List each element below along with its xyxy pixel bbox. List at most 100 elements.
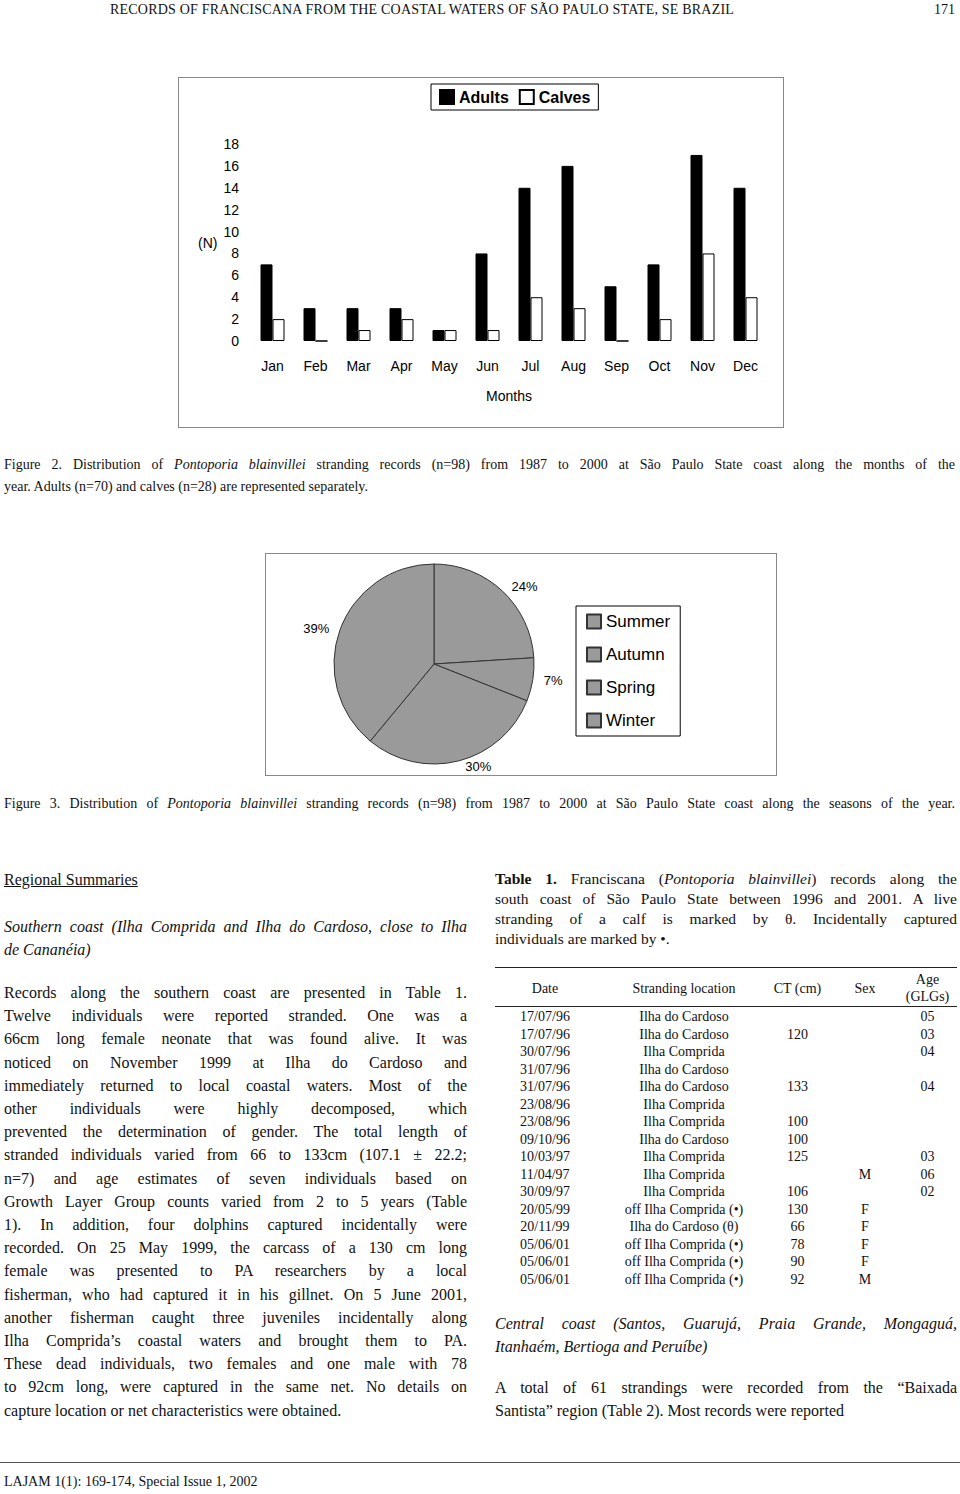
svg-text:Winter: Winter [606, 711, 655, 730]
html-text:A total of 61 strandings were: A total of 61 strandings were recorded f… [495, 1379, 957, 1396]
html-text:03: 03 [920, 1026, 935, 1042]
html-text:off Ilha Comprida (•): off Ilha Comprida (•) [624, 1271, 744, 1287]
svg-text:May: May [431, 358, 457, 374]
html-text:recorded. On 25 May 1999, the: recorded. On 25 May 1999, the carcass of… [4, 1239, 467, 1257]
html-text:immediately returned to local: immediately returned to local coastal wa… [4, 1076, 467, 1094]
svg-text:Dec: Dec [733, 358, 758, 374]
html-text:66cm long female neonate that: 66cm long female neonate that was found … [4, 1030, 467, 1048]
html-text:Twelve individuals were report: Twelve individuals were reported strande… [4, 1007, 467, 1025]
svg-text:7%: 7% [544, 673, 563, 688]
html-text:Southern coast (Ilha Comprida: Southern coast (Ilha Comprida and Ilha d… [4, 918, 467, 935]
html-text:Ilha Comprida: Ilha Comprida [643, 1166, 725, 1182]
html-text:Date: Date [531, 980, 559, 996]
html-text:05/06/01: 05/06/01 [520, 1236, 570, 1252]
svg-text:Summer: Summer [606, 612, 671, 631]
svg-text:(N): (N) [198, 235, 217, 251]
html-text:other individuals were highly: other individuals were highly decomposed… [4, 1100, 467, 1117]
svg-text:Apr: Apr [391, 358, 413, 374]
svg-text:0: 0 [231, 333, 239, 349]
svg-text:Months: Months [486, 388, 532, 404]
html-text:Ilha Comprida: Ilha Comprida [643, 1044, 725, 1059]
html-text:south coast of São Paulo State: south coast of São Paulo State between 1… [495, 890, 957, 907]
html-text:Records along the southern coa: Records along the southern coast are pre… [4, 984, 467, 1001]
html-text:year. Adults (n=70) and calves: year. Adults (n=70) and calves (n=28) ar… [4, 479, 368, 494]
html-text:Ilha Comprida’s coastal waters: Ilha Comprida’s coastal waters and broug… [4, 1332, 467, 1349]
svg-text:Jan: Jan [261, 358, 284, 374]
html-text:Figure 2. Distribution of Pont: Figure 2. Distribution of Pontoporia bla… [4, 457, 955, 472]
svg-text:4: 4 [231, 289, 239, 305]
html-text:female was presented to PA res: female was presented to PA researchers b… [4, 1262, 467, 1280]
html-text:05/06/01: 05/06/01 [520, 1271, 570, 1287]
html-text:Table 1. Franciscana (Pontopor: Table 1. Franciscana (Pontoporia blainvi… [495, 870, 957, 887]
html-text:05: 05 [920, 1009, 935, 1024]
svg-text:Jul: Jul [522, 358, 540, 374]
svg-text:6: 6 [231, 267, 239, 283]
html-text:capture location or net charac: capture location or net characteristics … [4, 1401, 342, 1419]
svg-text:10: 10 [223, 224, 239, 240]
svg-text:8: 8 [231, 245, 239, 261]
html-text:n=7) and age estimates of seve: n=7) and age estimates of seven individu… [4, 1169, 467, 1187]
html-text:noticed on November 1999 at Il: noticed on November 1999 at Ilha do Card… [4, 1053, 467, 1071]
html-text:prevented the determination of: prevented the determination of gender. T… [4, 1123, 467, 1141]
html-text:31/07/96: 31/07/96 [520, 1061, 570, 1077]
html-text:stranding of a calf is marked: stranding of a calf is marked by θ. Inci… [495, 910, 957, 927]
html-text:Central coast (Santos, Guarujá: Central coast (Santos, Guarujá, Praia Gr… [495, 1315, 957, 1332]
html-text:Sex: Sex [854, 980, 876, 996]
svg-text:Sep: Sep [604, 358, 629, 374]
html-text:130: 130 [787, 1201, 808, 1217]
svg-text:14: 14 [223, 180, 239, 196]
html-text:fisherman, who had captured it: fisherman, who had captured it in his gi… [4, 1285, 467, 1303]
svg-text:Mar: Mar [346, 358, 370, 374]
html-text:Ilha Comprida: Ilha Comprida [643, 1096, 725, 1112]
html-text:09/10/96: 09/10/96 [520, 1131, 570, 1147]
html-text:Stranding location: Stranding location [632, 980, 736, 996]
svg-text:30%: 30% [465, 759, 491, 774]
html-text:Ilha do Cardoso: Ilha do Cardoso [639, 1061, 729, 1077]
html-text:30/07/96: 30/07/96 [520, 1044, 570, 1059]
html-text:11/04/97: 11/04/97 [520, 1166, 570, 1182]
html-text:Age: Age [915, 972, 940, 987]
svg-text:Nov: Nov [690, 358, 715, 374]
html-text:(GLGs): (GLGs) [905, 989, 950, 1004]
svg-text:39%: 39% [303, 621, 329, 636]
html-text:171: 171 [934, 2, 955, 17]
html-text:These dead individuals, two fe: These dead individuals, two females and … [4, 1355, 467, 1373]
svg-text:Autumn: Autumn [606, 645, 665, 664]
html-text:off Ilha Comprida (•): off Ilha Comprida (•) [624, 1201, 744, 1217]
svg-text:Jun: Jun [476, 358, 499, 374]
html-text:120: 120 [787, 1026, 808, 1042]
svg-text:Calves: Calves [539, 89, 591, 106]
svg-text:Oct: Oct [649, 358, 671, 374]
html-text:de Cananéia): de Cananéia) [4, 941, 91, 958]
svg-text:Feb: Feb [303, 358, 327, 374]
html-text:Growth Layer Group counts vari: Growth Layer Group counts varied from 2 … [4, 1192, 467, 1210]
html-text:Ilha do Cardoso: Ilha do Cardoso [639, 1131, 729, 1147]
html-text:CT (cm): CT (cm) [773, 980, 822, 996]
html-text:Regional Summaries: Regional Summaries [4, 871, 138, 888]
html-text:17/07/96: 17/07/96 [520, 1009, 570, 1024]
html-text:stranded individuals varied fr: stranded individuals varied from 66 to 1… [4, 1146, 467, 1164]
svg-text:18: 18 [223, 136, 239, 152]
html-text:to 92cm long, were captured in: to 92cm long, were captured in the same … [4, 1378, 467, 1396]
svg-text:Adults: Adults [459, 89, 509, 106]
svg-text:Aug: Aug [561, 358, 586, 374]
html-text:100: 100 [787, 1131, 808, 1147]
svg-text:16: 16 [223, 158, 239, 174]
html-text:23/08/96: 23/08/96 [520, 1096, 570, 1112]
html-text:Santista” region (Table 2). Mo: Santista” region (Table 2). Most records… [495, 1402, 844, 1420]
svg-text:24%: 24% [512, 579, 538, 594]
html-text:individuals are marked by •.: individuals are marked by •. [495, 930, 670, 947]
html-text:another fisherman caught three: another fisherman caught three juveniles… [4, 1308, 467, 1326]
svg-text:12: 12 [223, 202, 239, 218]
html-text:Itanhaém, Bertioga and Peruíbe: Itanhaém, Bertioga and Peruíbe) [495, 1337, 708, 1355]
html-text:Ilha do Cardoso: Ilha do Cardoso [639, 1009, 729, 1024]
html-text:Figure 3. Distribution of Pont: Figure 3. Distribution of Pontoporia bla… [4, 796, 955, 811]
html-text:1). In addition, four dolphins: 1). In addition, four dolphins captured … [4, 1216, 467, 1233]
html-text:17/07/96: 17/07/96 [520, 1026, 570, 1042]
html-text:off Ilha Comprida (•): off Ilha Comprida (•) [624, 1236, 744, 1252]
html-text:20/05/99: 20/05/99 [520, 1201, 570, 1217]
svg-text:Spring: Spring [606, 678, 655, 697]
html-text:RECORDS OF FRANCISCANA FROM TH: RECORDS OF FRANCISCANA FROM THE COASTAL … [110, 2, 734, 17]
html-text:Ilha do Cardoso: Ilha do Cardoso [639, 1026, 729, 1042]
svg-text:2: 2 [231, 311, 239, 327]
